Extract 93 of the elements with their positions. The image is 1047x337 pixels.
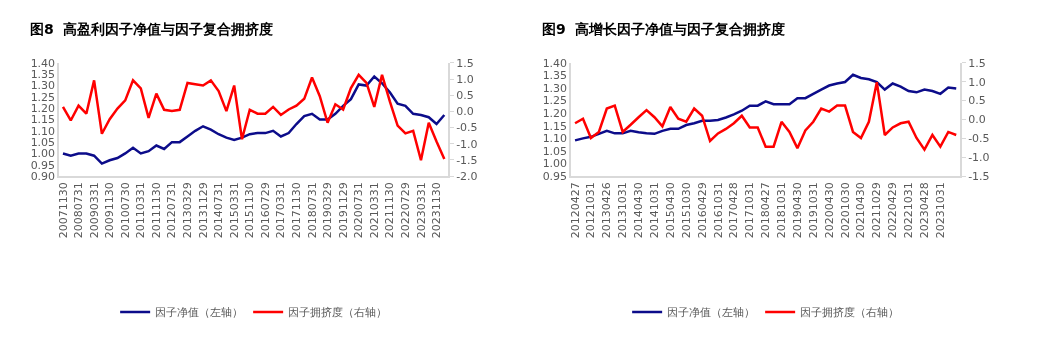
y2-tick-label: -0.5 (456, 121, 478, 135)
x-tick-label: 20170331 (274, 182, 288, 239)
y-tick-label: 0.95 (30, 158, 56, 172)
x-tick-label: 20170428 (727, 182, 741, 239)
x-tick-label: 20190329 (321, 182, 335, 239)
y2-tick-label: -1.5 (968, 169, 990, 183)
x-tick-label: 20150331 (227, 182, 241, 239)
y-tick-label: 1.10 (542, 132, 568, 146)
x-tick-label: 20160429 (695, 182, 709, 239)
x-tick-label: 20220729 (398, 182, 412, 239)
y-tick-label: 1.15 (542, 119, 568, 133)
x-tick-label: 20231031 (933, 182, 947, 239)
y2-tick-label: 0.5 (456, 89, 474, 103)
x-tick-label: 20151130 (243, 182, 257, 239)
y-tick-label: 1.10 (30, 124, 56, 138)
y-tick-label: 1.35 (542, 69, 568, 83)
line-series (573, 73, 958, 142)
y2-tick-label: 1.0 (968, 75, 986, 89)
legend-label: 因子净值（左轴） (667, 306, 756, 320)
x-tick-label: 20120731 (165, 182, 179, 239)
y-tick-label: 0.90 (30, 169, 56, 183)
x-tick-label: 20171130 (290, 182, 304, 239)
chart-title: 图8 高盈利因子净值与因子复合拥挤度 (30, 21, 274, 37)
x-tick-label: 20210430 (854, 182, 868, 239)
y-tick-label: 1.20 (542, 107, 568, 121)
y2-tick-label: -1.0 (456, 137, 478, 151)
x-tick-label: 20110331 (134, 182, 148, 239)
x-tick-label: 20181031 (775, 182, 789, 239)
x-tick-label: 20120427 (568, 182, 582, 239)
x-tick-label: 20210331 (367, 182, 381, 239)
y-tick-label: 0.95 (542, 169, 568, 183)
x-tick-label: 20131031 (616, 182, 630, 239)
y2-tick-label: -2.0 (456, 169, 478, 183)
y2-tick-label: -1.0 (968, 151, 990, 165)
y-tick-label: 1.25 (542, 94, 568, 108)
y-tick-label: 1.05 (30, 135, 56, 149)
x-tick-label: 20080731 (72, 182, 86, 239)
y2-tick-label: 0.0 (968, 113, 986, 127)
x-tick-label: 20200430 (822, 182, 836, 239)
x-tick-label: 20090331 (87, 182, 101, 239)
y-tick-label: 1.00 (542, 157, 568, 171)
x-tick-label: 20231130 (430, 182, 444, 239)
y-tick-label: 1.20 (30, 102, 56, 116)
x-tick-label: 20071130 (56, 182, 70, 239)
x-tick-label: 20091130 (103, 182, 117, 239)
y2-tick-label: 0.0 (456, 105, 474, 119)
y-tick-label: 1.05 (542, 144, 568, 158)
x-tick-label: 20190430 (790, 182, 804, 239)
x-tick-label: 20150430 (663, 182, 677, 239)
x-tick-label: 20191031 (806, 182, 820, 239)
x-tick-label: 20131129 (196, 182, 210, 239)
y-tick-label: 1.35 (30, 68, 56, 82)
y-tick-label: 1.30 (30, 79, 56, 93)
x-tick-label: 20201030 (838, 182, 852, 239)
x-tick-label: 20211029 (870, 182, 884, 239)
chart-title: 图9 高增长因子净值与因子复合拥挤度 (542, 21, 786, 37)
x-tick-label: 20121031 (584, 182, 598, 239)
x-tick-label: 20191129 (336, 182, 350, 239)
x-tick-label: 20160729 (258, 182, 272, 239)
y-tick-label: 1.00 (30, 147, 56, 161)
x-tick-label: 20230428 (918, 182, 932, 239)
x-tick-label: 20200731 (352, 182, 366, 239)
legend-label: 因子拥挤度（右轴） (288, 306, 388, 320)
legend-label: 因子净值（左轴） (155, 306, 244, 320)
x-tick-label: 20151030 (679, 182, 693, 239)
y-tick-label: 1.25 (30, 90, 56, 104)
x-tick-label: 20220429 (886, 182, 900, 239)
x-tick-label: 20211130 (383, 182, 397, 239)
x-tick-label: 20171031 (743, 182, 757, 239)
x-tick-label: 20221031 (902, 182, 916, 239)
x-tick-label: 20230331 (414, 182, 428, 239)
x-tick-label: 20180731 (305, 182, 319, 239)
y-tick-label: 1.40 (30, 56, 56, 70)
line-series (573, 80, 958, 151)
x-tick-label: 20130426 (600, 182, 614, 239)
x-tick-label: 20130329 (181, 182, 195, 239)
y2-tick-label: 0.5 (968, 94, 986, 108)
legend-label: 因子拥挤度（右轴） (800, 306, 900, 320)
x-tick-label: 20180427 (759, 182, 773, 239)
y2-tick-label: -1.5 (456, 153, 478, 167)
y-tick-label: 1.40 (542, 56, 568, 70)
x-tick-label: 20161031 (711, 182, 725, 239)
y2-tick-label: -0.5 (968, 132, 990, 146)
x-tick-label: 20100730 (118, 182, 132, 239)
y2-tick-label: 1.0 (456, 72, 474, 86)
y2-tick-label: 1.5 (456, 56, 474, 70)
x-tick-label: 20111130 (149, 182, 163, 239)
x-tick-label: 20141031 (648, 182, 662, 239)
y2-tick-label: 1.5 (968, 56, 986, 70)
y-tick-label: 1.15 (30, 113, 56, 127)
x-tick-label: 20140430 (632, 182, 646, 239)
y-tick-label: 1.30 (542, 81, 568, 95)
x-tick-label: 20140731 (212, 182, 226, 239)
